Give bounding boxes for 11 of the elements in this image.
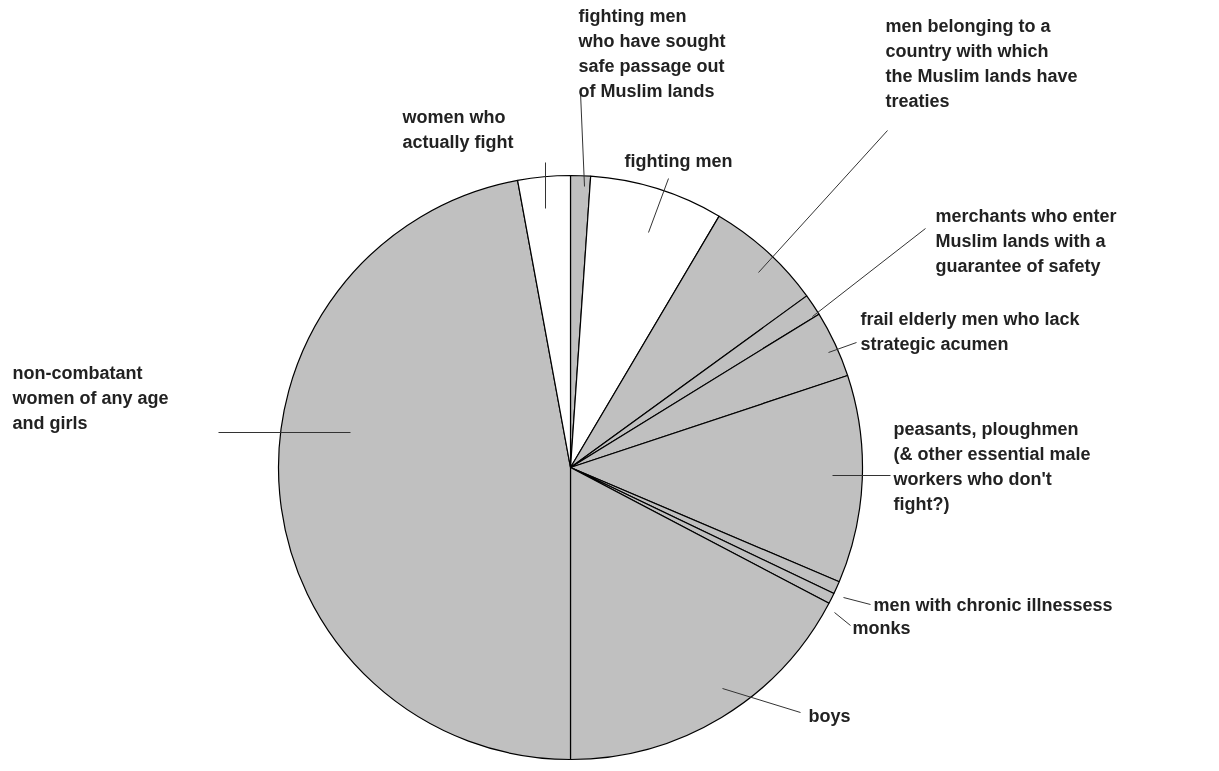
- slice-label: men belonging to a country with which the Muslim lands have treaties: [885, 15, 1078, 111]
- slice-label: peasants, ploughmen (& other essential male workers who don't fight?): [892, 418, 1091, 514]
- slice-label: men with chronic illnessess: [873, 594, 1113, 615]
- slice-label: monks: [852, 617, 911, 638]
- slice-label: merchants who enter Muslim lands with a guarantee of safety: [935, 205, 1117, 276]
- slice-label: non-combatant women of any age and girls: [11, 362, 169, 433]
- slice-label: frail elderly men who lack strategic acumen: [860, 308, 1081, 354]
- slice-label: women who actually fight: [401, 106, 514, 152]
- slice-label: boys: [808, 705, 851, 726]
- slice-label: fighting men who have sought safe passage out of Muslim lands: [577, 5, 726, 101]
- slice-label: fighting men: [624, 150, 733, 171]
